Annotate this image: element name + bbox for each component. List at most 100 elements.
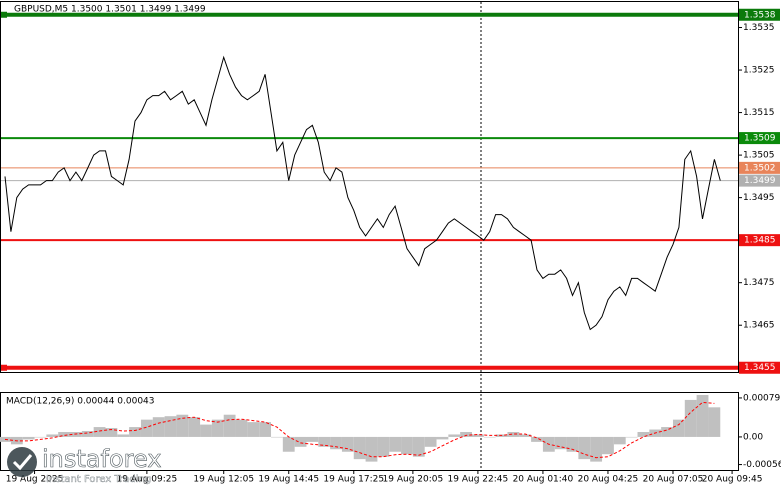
- macd-bar: [696, 394, 709, 437]
- macd-bar: [672, 419, 685, 437]
- macd-bar: [247, 422, 260, 437]
- macd-bar: [117, 434, 130, 437]
- y-tick-label: 1.3515: [743, 108, 775, 118]
- level-label-box: [739, 234, 780, 247]
- macd-bar: [483, 436, 496, 438]
- price-line: [4, 55, 721, 331]
- watermark-title: instaforex: [42, 445, 162, 473]
- macd-bar: [424, 436, 437, 447]
- level-label-box: [739, 132, 780, 145]
- macd-bar: [590, 436, 603, 462]
- level-label: 1.3509: [744, 134, 776, 144]
- macd-bar: [81, 431, 94, 437]
- macd-bar: [188, 417, 201, 437]
- macd-bar: [235, 419, 248, 437]
- y-tick-label: 1.3475: [743, 278, 775, 288]
- macd-bar: [389, 436, 402, 452]
- y-tick-label: -0.00056: [743, 460, 781, 470]
- y-tick-label: 0.00: [743, 432, 763, 442]
- macd-bar: [93, 427, 106, 437]
- macd-bar: [566, 436, 579, 452]
- macd-bar: [448, 434, 461, 437]
- macd-bar: [401, 436, 413, 455]
- macd-bar: [412, 436, 425, 457]
- macd-bar: [271, 436, 283, 438]
- y-tick-label: 0.00079: [743, 393, 780, 403]
- macd-bar: [200, 424, 212, 437]
- macd-bar: [330, 436, 342, 450]
- level-anchor: [1, 364, 7, 371]
- macd-bar: [105, 428, 118, 437]
- macd-bar: [507, 431, 520, 437]
- level-label: 1.3499: [744, 176, 776, 186]
- x-tick-label: 19 Aug 14:45: [258, 475, 319, 485]
- level-anchor: [1, 11, 7, 18]
- macd-bar: [282, 436, 295, 452]
- macd-bar: [34, 436, 47, 438]
- macd-bar: [129, 427, 141, 437]
- macd-bar: [613, 436, 626, 445]
- macd-bar: [602, 436, 614, 455]
- macd-bar: [531, 436, 543, 442]
- x-tick-label: 20 Aug 04:25: [578, 475, 639, 485]
- x-tick-label: 20 Aug 09:45: [702, 475, 763, 485]
- macd-bar: [176, 414, 189, 437]
- macd-bar: [519, 434, 532, 437]
- level-label: 1.3455: [744, 363, 776, 373]
- x-tick-label: 19 Aug 22:45: [448, 475, 509, 485]
- macd-bar: [46, 434, 59, 437]
- watermark: instaforex Instant Forex Trading: [7, 445, 162, 485]
- level-label: 1.3485: [744, 236, 776, 246]
- macd-bar: [306, 436, 319, 442]
- x-tick-label: 20 Aug 01:40: [513, 475, 574, 485]
- macd-bar: [223, 414, 236, 437]
- x-tick-label: 19 Aug 2025: [6, 475, 64, 485]
- macd-panel-frame: [0, 392, 739, 471]
- level-label: 1.3502: [744, 163, 776, 173]
- y-tick-label: 1.3505: [743, 151, 775, 161]
- level-label-box: [739, 161, 780, 174]
- macd-bar: [554, 436, 567, 450]
- macd-bar: [22, 436, 35, 440]
- macd-bar: [708, 407, 721, 437]
- macd-bar: [211, 419, 224, 437]
- macd-bar: [637, 431, 650, 437]
- macd-bar: [318, 436, 331, 447]
- macd-header: MACD(12,26,9) 0.00044 0.00043: [6, 397, 155, 407]
- level-label: 1.3538: [744, 10, 776, 20]
- macd-bar: [625, 436, 638, 438]
- macd-bar: [140, 419, 153, 437]
- level-label-box: [739, 8, 780, 21]
- macd-bar: [259, 422, 272, 437]
- x-tick-label: 19 Aug 12:05: [193, 475, 254, 485]
- macd-bar: [684, 399, 697, 437]
- macd-bar: [471, 434, 484, 437]
- level-label-box: [739, 361, 780, 374]
- x-tick-label: 19 Aug 20:05: [383, 475, 444, 485]
- macd-bar: [353, 436, 366, 460]
- level-label-box: [739, 174, 780, 187]
- y-tick-label: 1.3495: [743, 193, 775, 203]
- x-tick-label: 19 Aug 17:25: [323, 475, 384, 485]
- macd-bar: [152, 417, 165, 437]
- x-tick-label: 20 Aug 07:05: [643, 475, 704, 485]
- macd-bar: [164, 416, 177, 437]
- y-tick-label: 1.3535: [743, 23, 775, 33]
- macd-bar: [436, 436, 449, 440]
- signal-line: [4, 401, 715, 459]
- y-tick-label: 1.3465: [743, 321, 775, 331]
- watermark-subtitle: Instant Forex Trading: [46, 474, 151, 485]
- watermark-logo: [7, 447, 37, 477]
- macd-bar: [377, 436, 390, 457]
- price-panel-frame: [0, 1, 739, 373]
- macd-bar: [341, 436, 354, 452]
- x-tick-label: 19 Aug 09:25: [117, 475, 178, 485]
- macd-bar: [365, 436, 378, 462]
- y-tick-label: 1.3525: [743, 66, 775, 76]
- chart-header: GBPUSD,M5 1.3500 1.3501 1.3499 1.3499: [14, 5, 206, 15]
- macd-bar: [460, 431, 472, 437]
- macd-bar: [661, 427, 673, 437]
- macd-bar: [294, 436, 307, 447]
